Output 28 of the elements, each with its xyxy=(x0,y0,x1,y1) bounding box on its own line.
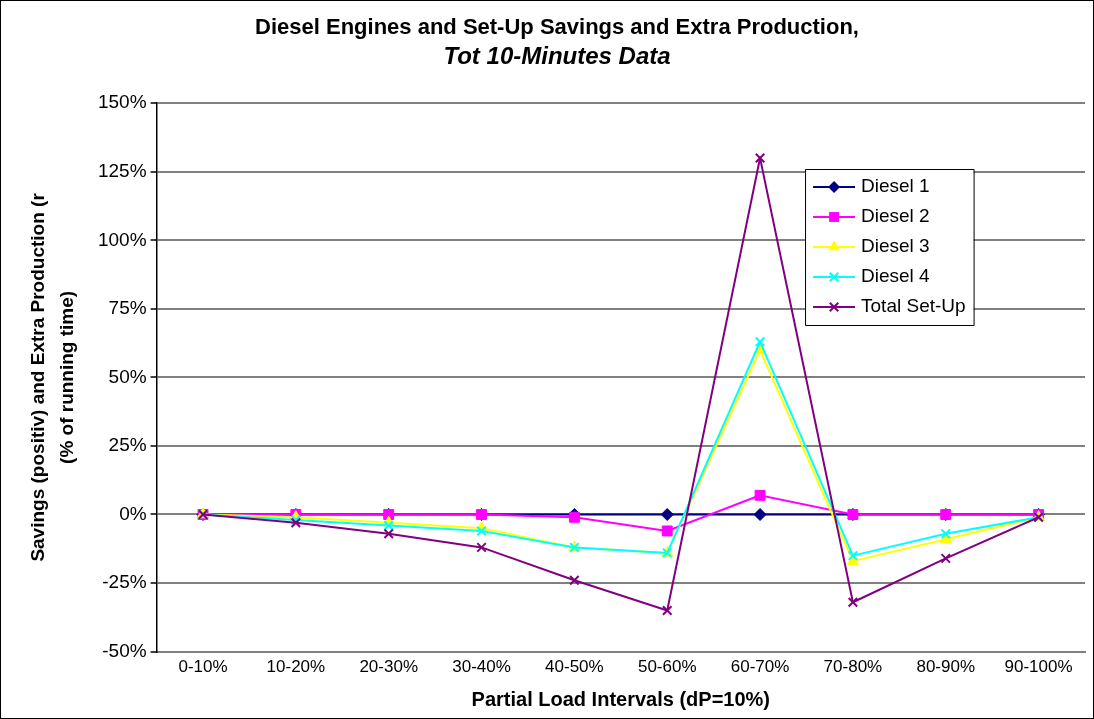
chart-title: Diesel Engines and Set-Up Savings and Extra Production, xyxy=(255,14,859,40)
y-axis-title: Savings (positiv) and Extra Production (r (% of running time) xyxy=(27,192,77,562)
x-tick-label: 20-30% xyxy=(359,657,418,677)
x-tick-label: 0-10% xyxy=(178,657,228,677)
y-tick-label: -50% xyxy=(102,639,147,661)
y-tick-label: 25% xyxy=(108,434,147,456)
legend-label: Diesel 4 xyxy=(861,265,931,287)
y-tick-label: 125% xyxy=(97,159,147,181)
x-tick-label: 80-90% xyxy=(916,657,976,677)
legend-label: Diesel 3 xyxy=(861,235,930,257)
y-tick-label: 100% xyxy=(97,228,147,250)
y-tick-label: 75% xyxy=(108,297,147,319)
legend-label: Diesel 1 xyxy=(861,175,930,197)
x-tick-label: 70-80% xyxy=(823,657,883,677)
y-tick-label: -25% xyxy=(102,571,147,593)
y-tick-label: 150% xyxy=(97,91,147,113)
x-tick-label: 10-20% xyxy=(266,657,326,677)
chart-subtitle: Tot 10-Minutes Data xyxy=(443,42,671,70)
legend-label: Total Set-Up xyxy=(861,295,966,317)
x-tick-label: 60-70% xyxy=(730,657,790,677)
y-tick-label: 0% xyxy=(119,502,147,524)
legend-label: Diesel 2 xyxy=(861,205,930,227)
x-tick-label: 50-60% xyxy=(637,657,697,677)
x-tick-label: 90-100% xyxy=(1004,657,1073,677)
x-tick-label: 30-40% xyxy=(452,657,511,677)
x-axis-title: Partial Load Intervals (dP=10%) xyxy=(471,687,771,710)
x-tick-label: 40-50% xyxy=(545,657,604,677)
y-tick-label: 50% xyxy=(108,365,147,387)
